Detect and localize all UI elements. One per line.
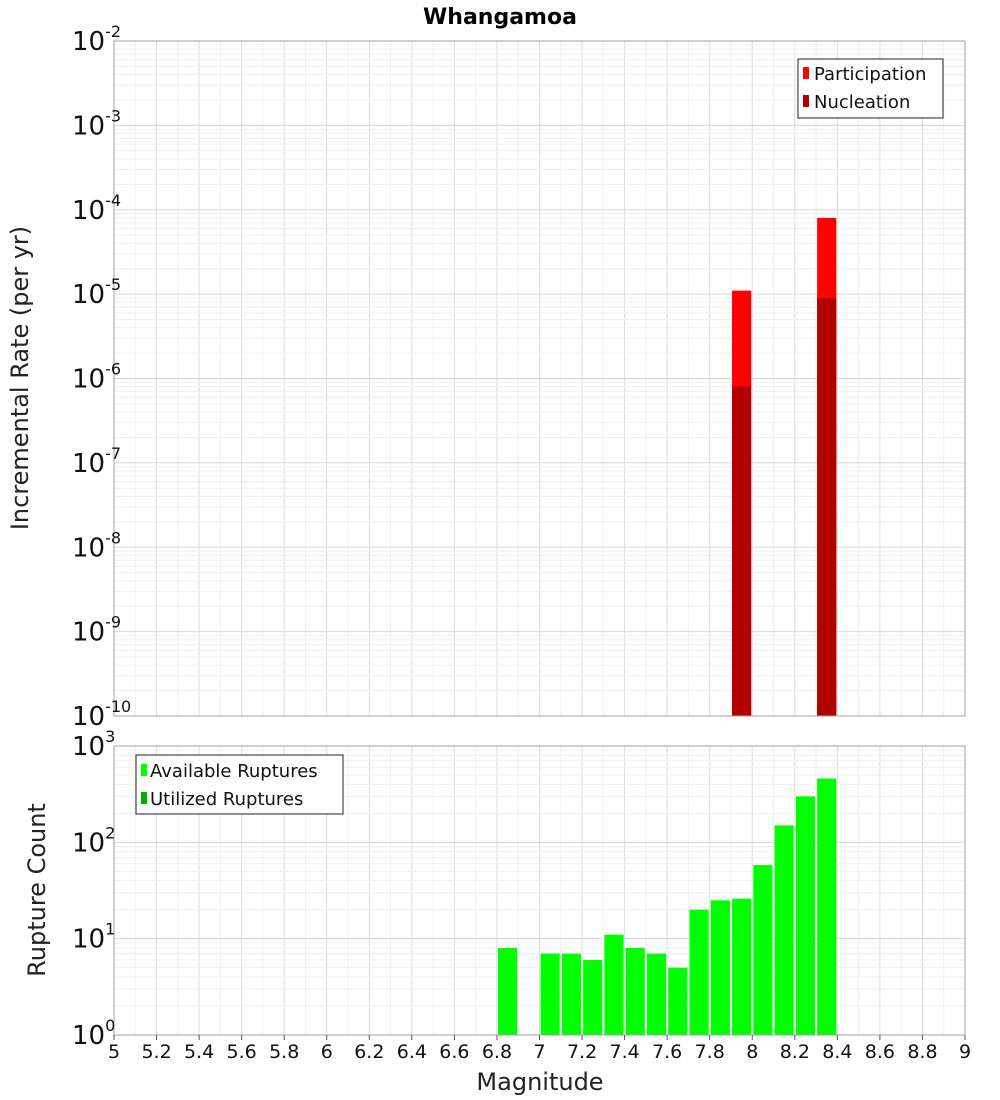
count-bar-available-ruptures bbox=[625, 948, 645, 1035]
magnitude-x-tick-label: 5.2 bbox=[141, 1041, 171, 1063]
nucleation-legend-swatch bbox=[803, 95, 809, 107]
rate-y-tick-label: 10-4 bbox=[72, 191, 121, 226]
rate-panel: 10-10 10-9 10-8 10-7 10-6 10-5 10-4 10-3 10-2 In… bbox=[6, 22, 966, 732]
magnitude-x-tick-label: 6 bbox=[321, 1041, 333, 1063]
magnitude-x-tick-label: 8.4 bbox=[822, 1041, 852, 1063]
chart-title: Whangamoa bbox=[423, 5, 577, 30]
count-y-tick-label: 101 bbox=[72, 920, 115, 955]
magnitude-x-tick-label: 5.8 bbox=[269, 1041, 299, 1063]
count-bar-available-ruptures bbox=[583, 960, 603, 1035]
magnitude-x-tick-label: 6.2 bbox=[354, 1041, 384, 1063]
count-bar-available-ruptures bbox=[753, 865, 773, 1035]
count-bar-available-ruptures bbox=[646, 953, 667, 1035]
count-bar-available-ruptures bbox=[498, 948, 518, 1035]
count-legend: Available Ruptures Utilized Ruptures bbox=[135, 754, 344, 815]
magnitude-x-tick-label: 7.2 bbox=[567, 1041, 597, 1063]
count-y-ticks: 100 101 102 103 bbox=[72, 727, 115, 1051]
participation-legend-label: Participation bbox=[814, 64, 926, 85]
participation-legend-swatch bbox=[803, 67, 809, 79]
rate-bar-nucleation bbox=[732, 386, 752, 716]
rate-legend-box bbox=[797, 58, 944, 119]
utilized-legend-label: Utilized Ruptures bbox=[150, 789, 303, 810]
count-bar-available-ruptures bbox=[817, 778, 837, 1035]
count-y-tick-label: 100 bbox=[72, 1016, 115, 1051]
rate-y-ticks: 10-10 10-9 10-8 10-7 10-6 10-5 10-4 10-3 10-2 bbox=[72, 22, 131, 732]
magnitude-x-tick-label: 8.6 bbox=[865, 1041, 895, 1063]
magnitude-x-tick-label: 7.6 bbox=[652, 1041, 682, 1063]
utilized-legend-swatch bbox=[141, 792, 147, 804]
rate-y-tick-label: 10-10 bbox=[72, 697, 131, 732]
rate-plot-border bbox=[113, 40, 966, 717]
magnitude-x-ticks: 5 5.2 5.4 5.6 5.8 6 6.2 6.4 6.6 6.8 7 7.2 7.4 7.6 7.8 8… bbox=[108, 1035, 971, 1063]
magnitude-x-tick-label: 7.4 bbox=[609, 1041, 639, 1063]
rate-legend: Participation Nucleation bbox=[797, 58, 944, 119]
count-bar-available-ruptures bbox=[604, 934, 624, 1035]
rate-y-tick-label: 10-3 bbox=[72, 106, 121, 141]
nucleation-legend-label: Nucleation bbox=[814, 92, 910, 113]
magnitude-x-tick-label: 5.6 bbox=[227, 1041, 257, 1063]
magnitude-x-tick-label: 9 bbox=[959, 1041, 971, 1063]
rate-y-tick-label: 10-2 bbox=[72, 22, 121, 57]
count-y-axis-label: Rupture Count bbox=[23, 803, 51, 977]
magnitude-x-tick-label: 6.8 bbox=[482, 1041, 512, 1063]
rate-y-tick-label: 10-7 bbox=[72, 444, 121, 479]
count-bar-available-ruptures bbox=[795, 796, 816, 1035]
magnitude-x-tick-label: 6.6 bbox=[439, 1041, 469, 1063]
count-bars bbox=[498, 778, 837, 1035]
count-bar-available-ruptures bbox=[689, 909, 709, 1035]
count-bar-available-ruptures bbox=[732, 898, 752, 1035]
magnitude-x-tick-label: 8.2 bbox=[780, 1041, 810, 1063]
magnitude-x-tick-label: 5.4 bbox=[184, 1041, 214, 1063]
count-bar-available-ruptures bbox=[774, 825, 794, 1035]
rate-y-tick-label: 10-6 bbox=[72, 360, 121, 395]
rate-bars bbox=[732, 217, 837, 716]
count-bar-available-ruptures bbox=[561, 953, 581, 1035]
magnitude-x-tick-label: 7.8 bbox=[695, 1041, 725, 1063]
count-bar-available-ruptures bbox=[540, 953, 560, 1035]
magnitude-x-tick-label: 6.4 bbox=[397, 1041, 427, 1063]
rate-y-tick-label: 10-8 bbox=[72, 528, 121, 563]
rate-y-axis-label: Incremental Rate (per yr) bbox=[6, 226, 34, 530]
count-bar-available-ruptures bbox=[668, 967, 688, 1035]
rate-grid bbox=[113, 41, 966, 717]
magnitude-x-tick-label: 8.8 bbox=[907, 1041, 937, 1063]
count-y-tick-label: 102 bbox=[72, 823, 115, 858]
count-panel: 100 101 102 103 Rupture Count Available Rup… bbox=[23, 727, 971, 1096]
magnitude-x-tick-label: 7 bbox=[533, 1041, 545, 1063]
magnitude-x-axis-label: Magnitude bbox=[476, 1068, 603, 1096]
magnitude-x-tick-label: 5 bbox=[108, 1041, 120, 1063]
rate-y-tick-label: 10-5 bbox=[72, 275, 121, 310]
count-bar-available-ruptures bbox=[710, 900, 730, 1035]
available-legend-swatch bbox=[141, 764, 147, 776]
available-legend-label: Available Ruptures bbox=[150, 761, 318, 782]
rate-bar-nucleation bbox=[817, 297, 837, 716]
count-y-tick-label: 103 bbox=[72, 727, 115, 762]
count-legend-box bbox=[135, 754, 344, 815]
rate-y-tick-label: 10-9 bbox=[72, 613, 121, 648]
magnitude-x-tick-label: 8 bbox=[746, 1041, 758, 1063]
